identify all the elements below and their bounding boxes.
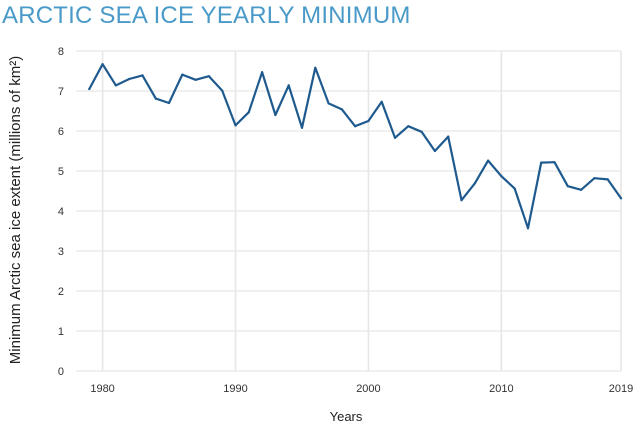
data-point — [181, 73, 184, 76]
data-point — [154, 97, 157, 100]
data-point — [88, 87, 91, 91]
y-axis-title: Minimum Arctic sea ice extent (millions … — [7, 56, 24, 364]
series-group — [88, 63, 623, 230]
data-point — [473, 182, 476, 185]
data-point — [553, 161, 556, 164]
data-point — [513, 187, 516, 190]
x-axis-title: Years — [330, 409, 363, 424]
x-tick-label: 2000 — [356, 383, 380, 395]
data-point — [526, 227, 530, 230]
y-tick-label: 4 — [58, 206, 64, 218]
data-point — [300, 126, 304, 129]
data-point — [247, 111, 250, 114]
x-axis-ticks: 1980 1990 2000 2010 2019 — [90, 383, 633, 395]
data-point — [128, 77, 131, 81]
y-tick-label: 2 — [58, 286, 64, 298]
data-point — [101, 63, 104, 66]
y-tick-label: 6 — [58, 126, 64, 138]
y-tick-label: 3 — [58, 246, 64, 258]
data-point — [593, 177, 596, 180]
data-point — [141, 74, 144, 77]
y-tick-label: 8 — [58, 46, 64, 58]
x-tick-label: 1990 — [223, 383, 247, 395]
data-point — [433, 149, 437, 153]
series-line — [88, 63, 623, 230]
data-point — [260, 71, 264, 74]
chart-title: ARCTIC SEA ICE YEARLY MINIMUM — [2, 2, 411, 29]
data-point — [460, 199, 463, 202]
data-point — [500, 175, 503, 178]
data-point — [420, 130, 423, 133]
data-point — [367, 119, 370, 123]
data-point — [407, 125, 410, 128]
data-point — [221, 89, 224, 92]
data-point — [580, 188, 583, 191]
data-point — [619, 197, 623, 200]
data-point — [207, 75, 211, 78]
y-tick-label: 1 — [58, 326, 64, 338]
data-point — [566, 185, 569, 188]
data-point — [114, 84, 117, 87]
data-point — [287, 84, 290, 87]
x-tick-label: 2019 — [609, 383, 633, 395]
data-point — [486, 159, 490, 162]
data-point — [327, 102, 330, 105]
data-point — [274, 113, 277, 117]
x-tick-label: 2010 — [489, 383, 513, 395]
data-point — [606, 178, 609, 181]
y-tick-label: 5 — [58, 166, 64, 178]
y-tick-label: 0 — [58, 366, 64, 378]
y-tick-label: 7 — [58, 86, 64, 98]
grid-lines — [76, 50, 622, 372]
y-axis-ticks: 0 1 2 3 4 5 6 7 8 — [58, 46, 64, 378]
data-point — [194, 78, 197, 81]
data-point — [380, 100, 383, 103]
data-point — [393, 136, 397, 139]
data-point — [540, 161, 543, 164]
data-point — [340, 108, 343, 111]
data-point — [167, 101, 171, 105]
data-point — [447, 135, 450, 138]
x-tick-label: 1980 — [90, 383, 114, 395]
data-point — [354, 125, 357, 128]
data-point — [234, 124, 237, 127]
data-point — [314, 66, 317, 69]
